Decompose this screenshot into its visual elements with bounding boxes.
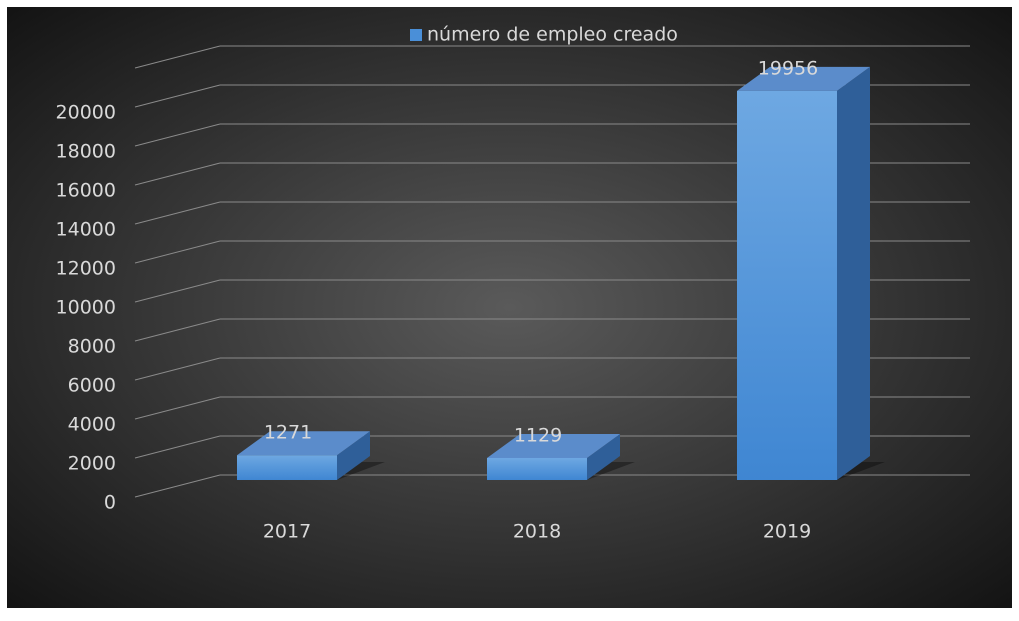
grid-line-side — [134, 474, 221, 498]
y-tick-label: 16000 — [56, 180, 116, 202]
grid-line-side — [134, 396, 221, 420]
bar — [487, 457, 587, 480]
grid-line-side — [134, 435, 221, 459]
grid-line-side — [134, 240, 221, 264]
legend-swatch — [410, 29, 422, 41]
grid-line-side — [134, 279, 221, 303]
grid-line-side — [134, 162, 221, 186]
bar — [737, 90, 837, 480]
bar-top — [737, 66, 870, 91]
y-tick-label: 14000 — [56, 219, 116, 241]
bar-side — [587, 433, 620, 480]
x-tick-label: 2018 — [513, 521, 561, 543]
y-tick-label: 12000 — [56, 258, 116, 280]
y-tick-label: 0 — [104, 492, 116, 514]
x-tick-label: 2017 — [263, 521, 311, 543]
y-tick-label: 6000 — [68, 375, 116, 397]
bar-side — [837, 66, 870, 480]
grid-line-side — [134, 84, 221, 108]
bar-side — [337, 431, 370, 480]
y-tick-label: 8000 — [68, 336, 116, 358]
data-label: 1271 — [264, 422, 312, 444]
y-tick-label: 2000 — [68, 453, 116, 475]
grid-line-side — [134, 357, 221, 381]
data-label: 1129 — [514, 424, 562, 446]
grid-line-side — [134, 123, 221, 147]
y-tick-label: 20000 — [56, 102, 116, 124]
grid-line-side — [134, 201, 221, 225]
y-tick-label: 4000 — [68, 414, 116, 436]
x-tick-label: 2019 — [763, 521, 811, 543]
bar — [237, 455, 337, 480]
y-tick-label: 18000 — [56, 141, 116, 163]
data-label: 19956 — [758, 57, 818, 79]
legend-label: número de empleo creado — [427, 24, 678, 46]
bar-top — [487, 433, 620, 458]
grid-line-side — [134, 318, 221, 342]
bar-top — [237, 431, 370, 456]
y-tick-label: 10000 — [56, 297, 116, 319]
grid-line-side — [134, 45, 221, 69]
